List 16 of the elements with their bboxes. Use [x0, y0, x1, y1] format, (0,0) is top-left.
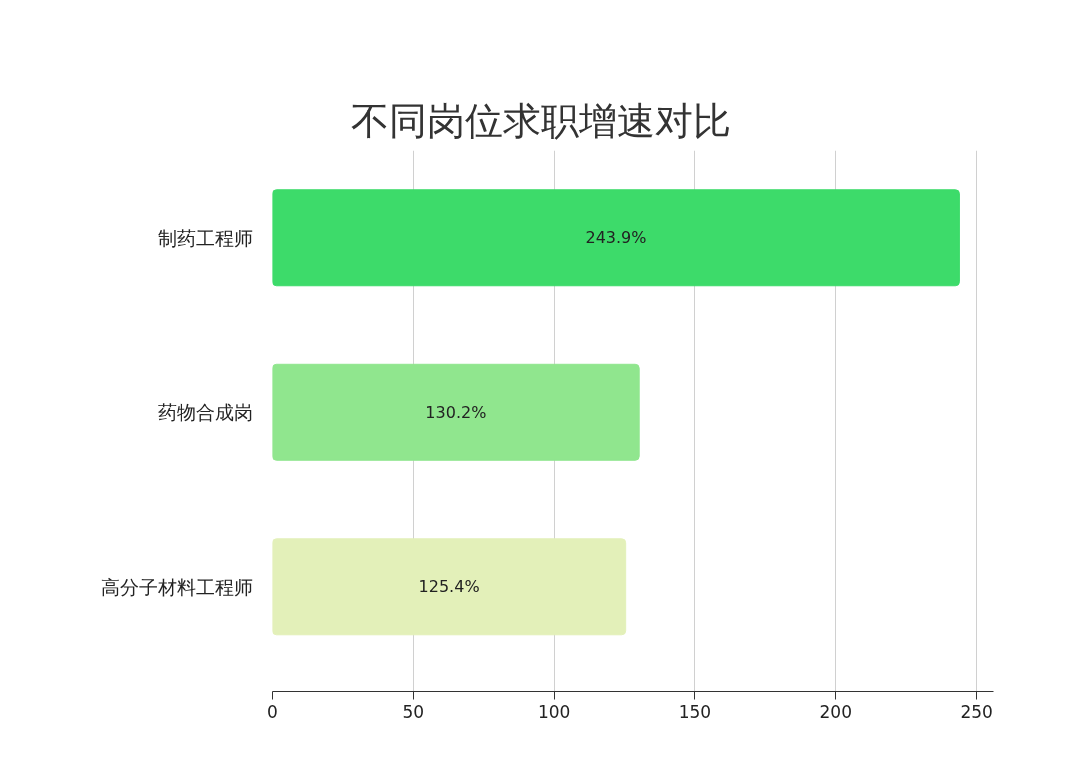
bar	[272, 189, 960, 287]
y-tick-label: 药物合成岗	[157, 401, 253, 424]
bar	[272, 363, 640, 461]
x-tick-label: 150	[678, 701, 712, 722]
y-tick-label: 高分子材料工程师	[100, 575, 253, 598]
chart-title: 不同岗位求职增速对比	[350, 99, 731, 143]
y-tick-label: 制药工程师	[157, 226, 253, 249]
x-tick-label: 200	[819, 701, 853, 722]
data-label: 125.4%	[418, 577, 480, 597]
data-label: 243.9%	[585, 228, 647, 248]
x-tick-label: 250	[960, 701, 993, 722]
bar	[272, 538, 627, 636]
x-tick-label: 50	[402, 701, 425, 722]
x-tick-label: 100	[537, 701, 571, 722]
data-label: 130.2%	[425, 402, 487, 422]
x-tick-label: 0	[267, 701, 278, 722]
